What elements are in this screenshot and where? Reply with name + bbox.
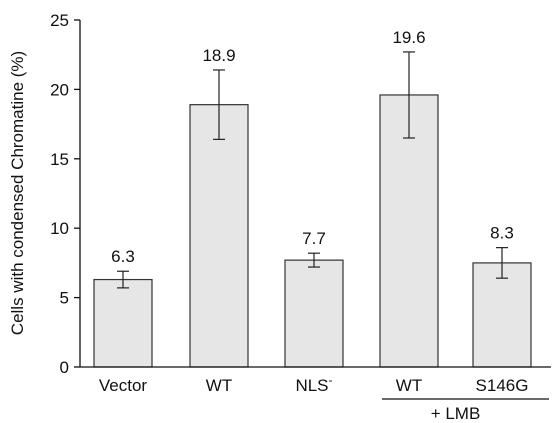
bar [284,259,344,368]
error-bar [403,51,415,139]
data-label: 19.6 [392,28,425,47]
x-tick-label: Vector [99,376,148,395]
y-tick-label: 5 [60,289,69,308]
data-label: 18.9 [202,46,235,65]
data-label: 8.3 [490,224,514,243]
y-tick-label: 15 [50,150,69,169]
bar [472,262,532,368]
data-labels: 6.3 18.9 7.7 19.6 8.3 [111,28,514,266]
data-label: 6.3 [111,247,135,266]
bar [93,278,153,368]
x-tick-label: WT [396,376,422,395]
x-tick-label: S146G [476,376,529,395]
y-tick-label: 10 [50,219,69,238]
error-bar [213,69,225,140]
group-annotation: + LMB [382,398,549,423]
error-bar [496,247,508,279]
y-axis-label: Cells with condensed Chromatine (%) [8,51,27,335]
error-bars [117,51,508,289]
group-label: + LMB [431,404,481,423]
x-tick-label: WT [206,376,232,395]
y-tick-label: 25 [50,11,69,30]
y-tick-label: 20 [50,80,69,99]
data-label: 7.7 [302,229,326,248]
bar [189,104,249,368]
x-axis-labels: Vector WT NLS- WT S146G [99,373,529,395]
x-tick-label: NLS- [295,373,332,395]
error-bar [117,270,129,289]
y-tick-label: 0 [60,358,69,377]
error-bar [308,252,320,268]
y-axis: 0 5 10 15 20 25 [50,11,80,377]
